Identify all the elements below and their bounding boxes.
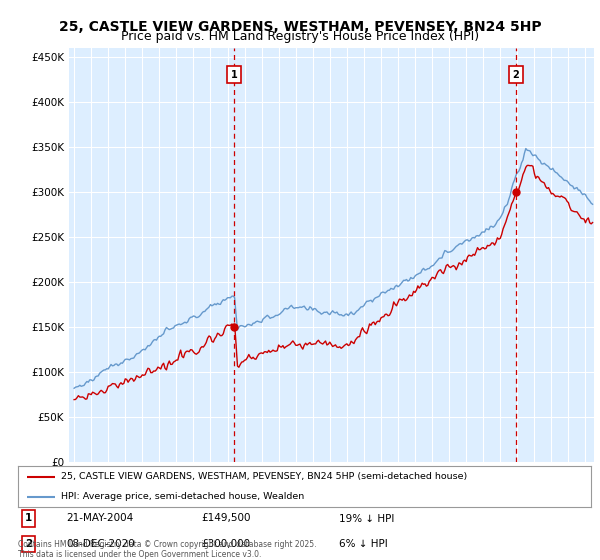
Text: 1: 1 bbox=[25, 514, 32, 524]
Text: 2: 2 bbox=[25, 539, 32, 549]
Text: 1: 1 bbox=[230, 69, 238, 80]
Text: 25, CASTLE VIEW GARDENS, WESTHAM, PEVENSEY, BN24 5HP (semi-detached house): 25, CASTLE VIEW GARDENS, WESTHAM, PEVENS… bbox=[61, 472, 467, 481]
Text: Price paid vs. HM Land Registry's House Price Index (HPI): Price paid vs. HM Land Registry's House … bbox=[121, 30, 479, 43]
Text: HPI: Average price, semi-detached house, Wealden: HPI: Average price, semi-detached house,… bbox=[61, 492, 304, 501]
Text: £149,500: £149,500 bbox=[202, 514, 251, 524]
Text: Contains HM Land Registry data © Crown copyright and database right 2025.
This d: Contains HM Land Registry data © Crown c… bbox=[18, 540, 317, 559]
Text: £300,000: £300,000 bbox=[202, 539, 250, 549]
Text: 19% ↓ HPI: 19% ↓ HPI bbox=[339, 514, 394, 524]
Text: 25, CASTLE VIEW GARDENS, WESTHAM, PEVENSEY, BN24 5HP: 25, CASTLE VIEW GARDENS, WESTHAM, PEVENS… bbox=[59, 20, 541, 34]
Text: 08-DEC-2020: 08-DEC-2020 bbox=[67, 539, 136, 549]
Text: 2: 2 bbox=[512, 69, 520, 80]
Text: 21-MAY-2004: 21-MAY-2004 bbox=[67, 514, 134, 524]
Text: 6% ↓ HPI: 6% ↓ HPI bbox=[339, 539, 388, 549]
